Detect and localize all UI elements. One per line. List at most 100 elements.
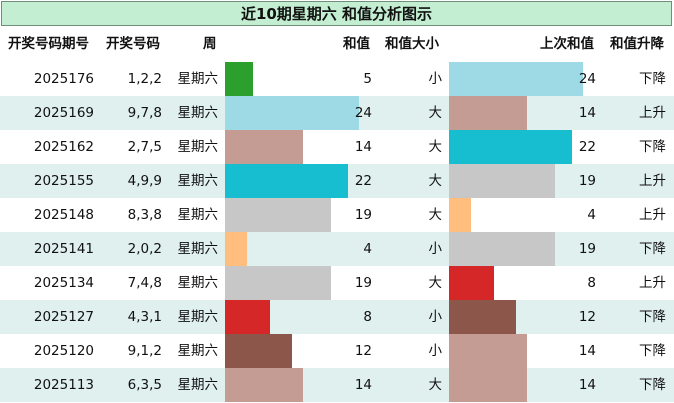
cell-sum-trend: 上升: [639, 275, 666, 291]
cell-weekday: 星期六: [177, 173, 219, 189]
cell-sum: 4: [363, 241, 372, 257]
cell-sum-size: 大: [428, 275, 443, 291]
header-row: 开奖号码期号 开奖号码 周 和值 和值大小 上次和值 和值升降: [0, 27, 674, 62]
cell-weekday: 星期六: [177, 241, 219, 257]
cell-sum: 24: [354, 105, 372, 121]
cell-prev-sum: 12: [578, 309, 596, 325]
cell-weekday: 星期六: [177, 343, 219, 359]
prev-sum-bar: [449, 130, 572, 164]
cell-prev-sum: 14: [578, 105, 596, 121]
table-row: 2025148 8,3,8 星期六 19 大 4 上升: [0, 198, 674, 232]
cell-sum-trend: 上升: [639, 105, 666, 121]
cell-prev-sum: 14: [578, 377, 596, 393]
cell-issue: 2025141: [33, 241, 94, 257]
cell-sum: 19: [354, 207, 372, 223]
cell-sum-trend: 下降: [639, 343, 666, 359]
cell-weekday: 星期六: [177, 105, 219, 121]
cell-numbers: 9,7,8: [127, 105, 162, 121]
cell-issue: 2025155: [33, 173, 94, 189]
header-prev-sum: 上次和值: [540, 36, 594, 52]
prev-sum-bar: [449, 266, 494, 300]
cell-sum-size: 大: [428, 173, 443, 189]
cell-sum-trend: 下降: [639, 241, 666, 257]
cell-issue: 2025169: [33, 105, 94, 121]
table-row: 2025113 6,3,5 星期六 14 大 14 下降: [0, 368, 674, 402]
cell-sum: 12: [354, 343, 372, 359]
sum-bar: [225, 368, 303, 402]
prev-sum-bar: [449, 96, 527, 130]
table-title: 近10期星期六 和值分析图示: [1, 1, 672, 26]
cell-numbers: 2,7,5: [127, 139, 162, 155]
cell-sum: 19: [354, 275, 372, 291]
cell-issue: 2025148: [33, 207, 94, 223]
header-sum-trend: 和值升降: [610, 36, 664, 52]
table-row: 2025176 1,2,2 星期六 5 小 24 下降: [0, 62, 674, 96]
cell-weekday: 星期六: [177, 207, 219, 223]
header-sum-size: 和值大小: [385, 36, 439, 52]
cell-weekday: 星期六: [177, 71, 219, 87]
table-row: 2025155 4,9,9 星期六 22 大 19 上升: [0, 164, 674, 198]
cell-prev-sum: 22: [578, 139, 596, 155]
cell-numbers: 4,3,1: [127, 309, 162, 325]
cell-sum-trend: 下降: [639, 71, 666, 87]
cell-sum: 22: [354, 173, 372, 189]
cell-numbers: 4,9,9: [127, 173, 162, 189]
cell-prev-sum: 4: [587, 207, 596, 223]
cell-weekday: 星期六: [177, 309, 219, 325]
table-row: 2025127 4,3,1 星期六 8 小 12 下降: [0, 300, 674, 334]
cell-sum: 14: [354, 377, 372, 393]
cell-sum-size: 大: [428, 377, 443, 393]
sum-bar: [225, 334, 292, 368]
cell-sum-trend: 上升: [639, 173, 666, 189]
table-row: 2025162 2,7,5 星期六 14 大 22 下降: [0, 130, 674, 164]
cell-prev-sum: 19: [578, 241, 596, 257]
cell-sum-trend: 下降: [639, 309, 666, 325]
prev-sum-bar: [449, 300, 516, 334]
cell-sum: 5: [363, 71, 372, 87]
cell-numbers: 1,2,2: [127, 71, 162, 87]
sum-bar: [225, 198, 331, 232]
cell-sum-size: 小: [428, 241, 443, 257]
header-numbers: 开奖号码: [106, 36, 160, 52]
cell-numbers: 9,1,2: [127, 343, 162, 359]
cell-issue: 2025176: [33, 71, 94, 87]
sum-bar: [225, 62, 253, 96]
cell-sum-trend: 下降: [639, 377, 666, 393]
cell-issue: 2025127: [33, 309, 94, 325]
cell-sum-size: 小: [428, 71, 443, 87]
sum-bar: [225, 130, 303, 164]
cell-sum: 14: [354, 139, 372, 155]
prev-sum-bar: [449, 164, 555, 198]
cell-weekday: 星期六: [177, 377, 219, 393]
cell-weekday: 星期六: [177, 139, 219, 155]
cell-prev-sum: 19: [578, 173, 596, 189]
cell-weekday: 星期六: [177, 275, 219, 291]
cell-prev-sum: 24: [578, 71, 596, 87]
cell-sum-trend: 上升: [639, 207, 666, 223]
header-sum: 和值: [343, 36, 370, 52]
header-issue: 开奖号码期号: [8, 36, 89, 52]
cell-sum-size: 大: [428, 207, 443, 223]
cell-issue: 2025134: [33, 275, 94, 291]
sum-bar: [225, 164, 348, 198]
cell-sum-size: 小: [428, 309, 443, 325]
cell-issue: 2025162: [33, 139, 94, 155]
table-row: 2025169 9,7,8 星期六 24 大 14 上升: [0, 96, 674, 130]
prev-sum-bar: [449, 198, 471, 232]
cell-sum-size: 大: [428, 139, 443, 155]
cell-numbers: 7,4,8: [127, 275, 162, 291]
cell-numbers: 2,0,2: [127, 241, 162, 257]
prev-sum-bar: [449, 368, 527, 402]
cell-numbers: 8,3,8: [127, 207, 162, 223]
cell-sum-size: 大: [428, 105, 443, 121]
prev-sum-bar: [449, 62, 583, 96]
sum-bar: [225, 300, 270, 334]
cell-sum-trend: 下降: [639, 139, 666, 155]
cell-issue: 2025120: [33, 343, 94, 359]
sum-bar: [225, 232, 247, 266]
table-row: 2025141 2,0,2 星期六 4 小 19 下降: [0, 232, 674, 266]
prev-sum-bar: [449, 232, 555, 266]
table-row: 2025120 9,1,2 星期六 12 小 14 下降: [0, 334, 674, 368]
header-weekday: 周: [203, 36, 217, 52]
